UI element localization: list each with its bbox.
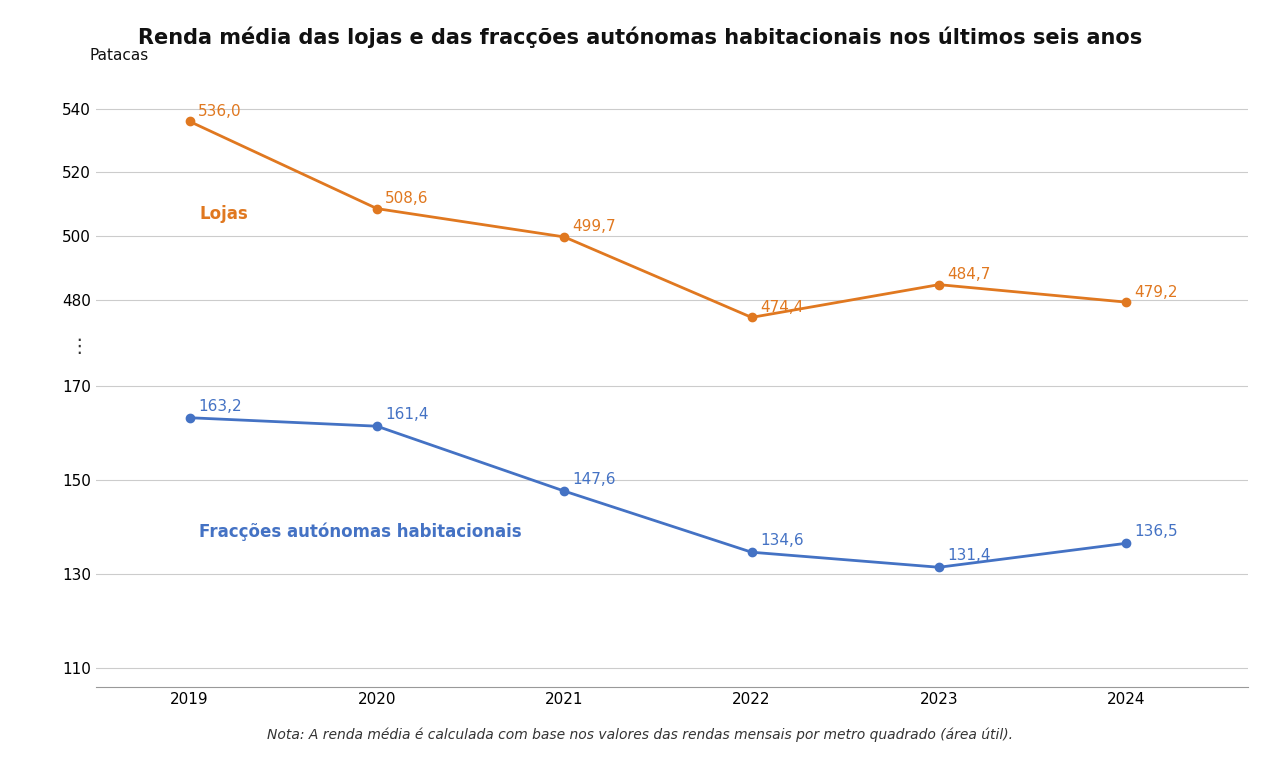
Text: Fracções autónomas habitacionais: Fracções autónomas habitacionais <box>198 523 522 541</box>
Text: 536,0: 536,0 <box>198 104 242 119</box>
Text: Lojas: Lojas <box>198 204 248 223</box>
Text: 508,6: 508,6 <box>385 191 429 206</box>
Text: 479,2: 479,2 <box>1134 285 1178 300</box>
Text: 136,5: 136,5 <box>1134 524 1178 539</box>
Text: 147,6: 147,6 <box>572 472 616 487</box>
Text: 484,7: 484,7 <box>947 267 991 282</box>
Text: Nota: A renda média é calculada com base nos valores das rendas mensais por metr: Nota: A renda média é calculada com base… <box>268 727 1012 742</box>
Text: 161,4: 161,4 <box>385 407 429 422</box>
Text: 163,2: 163,2 <box>198 399 242 414</box>
Text: Patacas: Patacas <box>90 48 148 63</box>
Text: 499,7: 499,7 <box>572 220 616 234</box>
Text: 474,4: 474,4 <box>760 300 804 315</box>
Text: 131,4: 131,4 <box>947 549 991 563</box>
Text: Renda média das lojas e das fracções autónomas habitacionais nos últimos seis an: Renda média das lojas e das fracções aut… <box>138 27 1142 48</box>
Text: ⋮: ⋮ <box>69 337 90 356</box>
Text: 134,6: 134,6 <box>760 533 804 549</box>
